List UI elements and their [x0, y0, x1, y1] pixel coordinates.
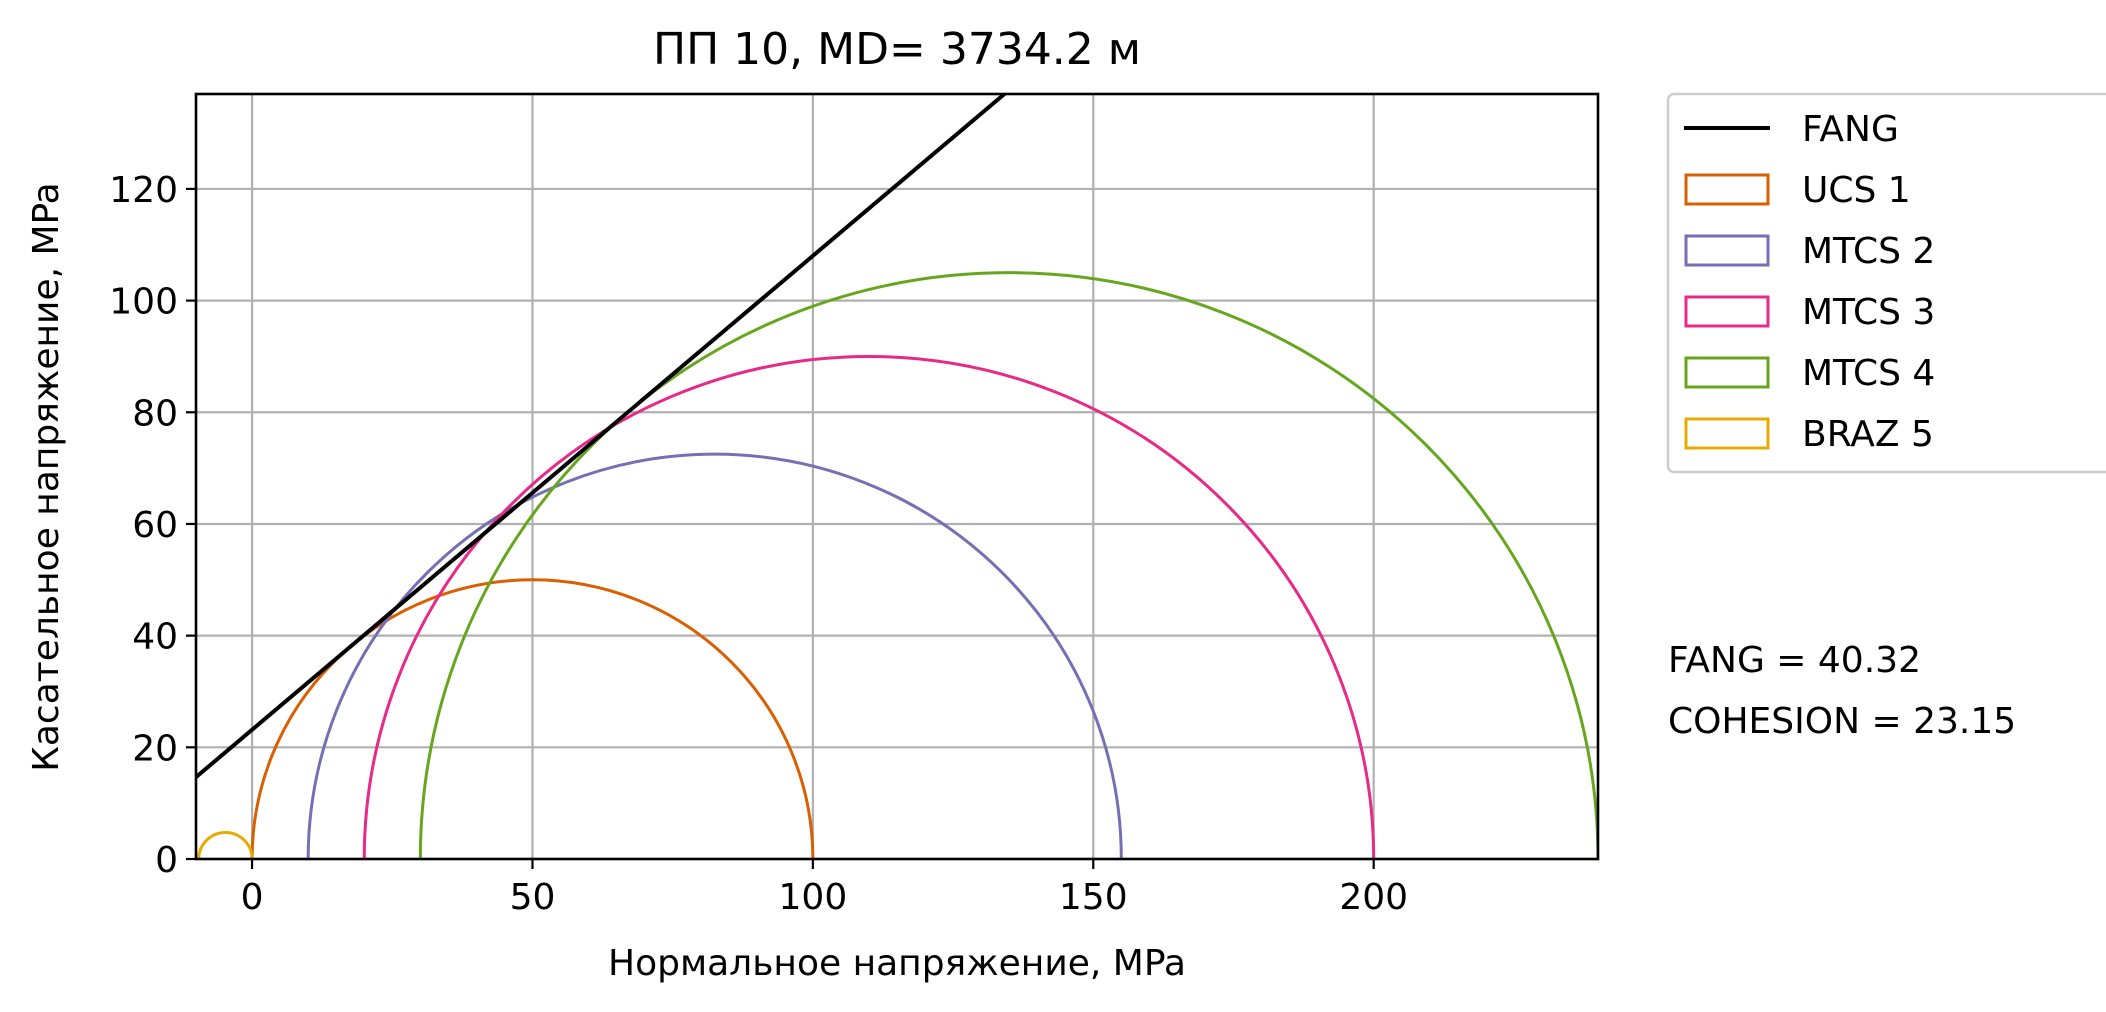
x-axis-label: Нормальное напряжение, MPa [608, 943, 1186, 984]
legend-swatch-mtcs-4 [1684, 356, 1770, 389]
mohr-circle-mtcs-3 [362, 355, 1376, 859]
axis-ticks: 0 50 100 150 200 0 20 40 60 80 100 120 [109, 170, 1408, 918]
legend-label-mtcs-3: MTCS 3 [1802, 292, 1935, 333]
legend-label-ucs-1: UCS 1 [1802, 170, 1911, 211]
x-tick-label: 150 [1059, 877, 1128, 918]
legend-swatch-ucs-1 [1684, 173, 1770, 206]
fang-annotation: FANG = 40.32 [1668, 640, 1921, 681]
y-tick-label: 20 [132, 728, 178, 769]
x-tick-label: 100 [779, 877, 848, 918]
y-tick-label: 100 [109, 282, 178, 323]
legend-label-mtcs-2: MTCS 2 [1802, 231, 1935, 272]
cohesion-annotation: COHESION = 23.15 [1668, 701, 2016, 742]
x-tick-label: 0 [241, 877, 264, 918]
mohr-circle-ucs-1 [250, 578, 815, 859]
x-tick-label: 200 [1339, 877, 1408, 918]
legend-label-braz-5: BRAZ 5 [1802, 414, 1934, 455]
grid-lines [196, 94, 1598, 861]
mohr-circle-mtcs-2 [306, 452, 1123, 859]
chart-title: ПП 10, MD= 3734.2 м [653, 24, 1141, 75]
legend-frame [1666, 92, 2106, 474]
legend-label-fang: FANG [1802, 109, 1899, 150]
legend: FANG UCS 1 MTCS 2 MTCS 3 MTCS 4 BRAZ 5 [1666, 92, 2106, 474]
y-tick-label: 0 [155, 840, 178, 881]
x-tick-label: 50 [510, 877, 556, 918]
legend-label-mtcs-4: MTCS 4 [1802, 353, 1935, 394]
legend-swatch-braz-5 [1684, 417, 1770, 450]
y-axis-label: Касательное напряжение, MPa [26, 182, 67, 771]
y-tick-label: 120 [109, 170, 178, 211]
y-tick-label: 60 [132, 505, 178, 546]
plot-frame [194, 92, 1600, 861]
fang-envelope-line [196, 94, 1008, 779]
legend-swatch-mtcs-2 [1684, 234, 1770, 267]
legend-swatch-mtcs-3 [1684, 295, 1770, 328]
mohr-circle-mtcs-4 [418, 271, 1598, 859]
y-tick-label: 80 [132, 393, 178, 434]
y-tick-label: 40 [132, 617, 178, 658]
mohr-circle-braz-5 [197, 830, 254, 859]
chart-marks [196, 94, 1598, 859]
